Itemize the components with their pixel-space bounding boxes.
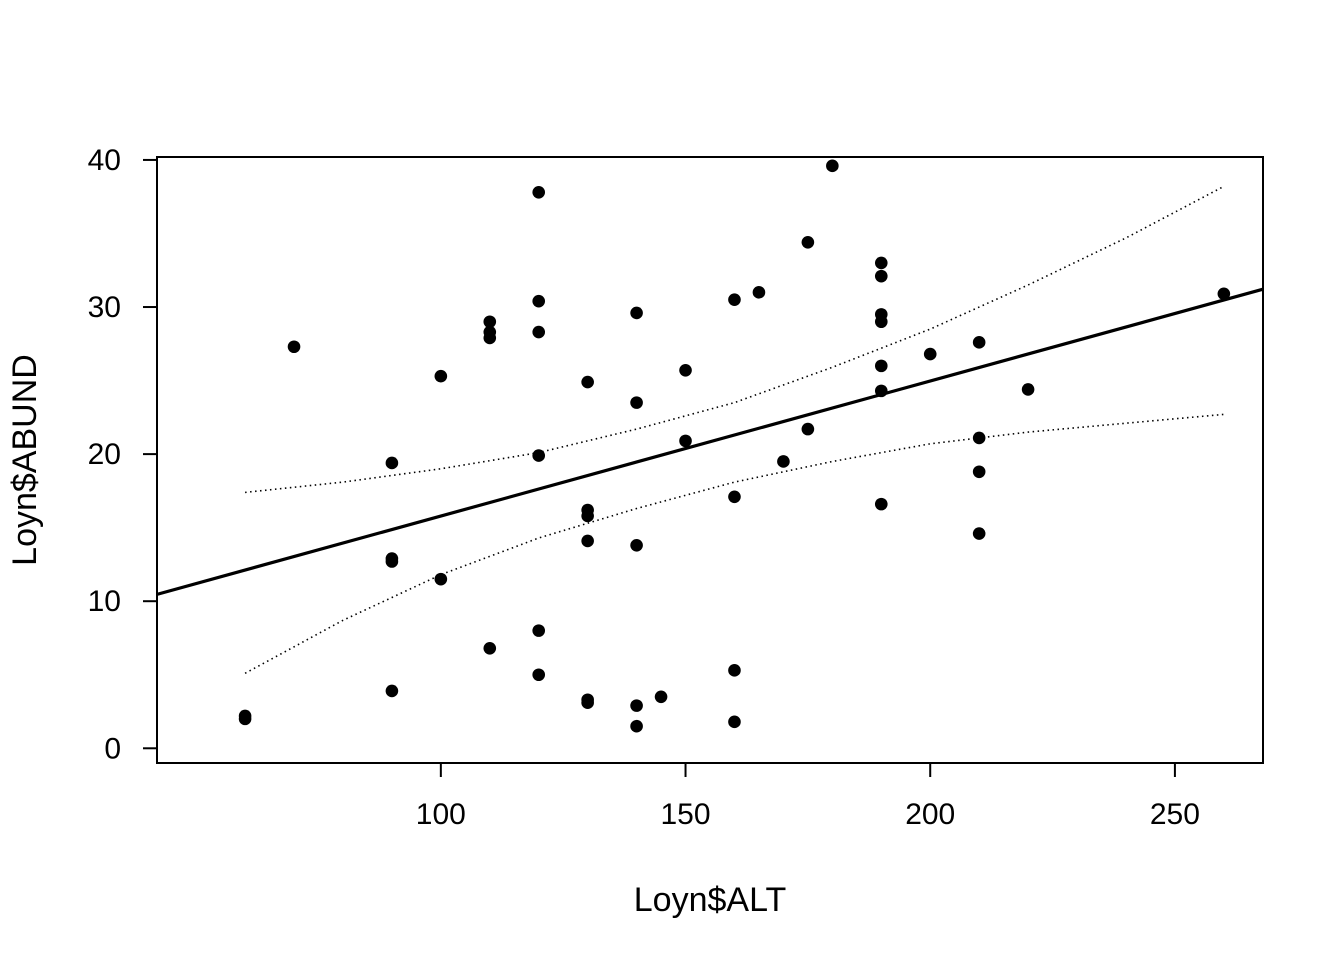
data-point: [826, 159, 839, 173]
data-point: [483, 315, 497, 329]
ci-upper-line: [245, 185, 1225, 494]
data-point: [385, 555, 399, 568]
y-tick-label: 20: [88, 438, 121, 471]
ci-lower-line: [244, 413, 1224, 675]
x-tick-label: 150: [660, 798, 710, 831]
data-point: [434, 369, 448, 383]
data-point: [581, 534, 594, 548]
data-point: [679, 434, 692, 448]
data-point: [532, 449, 546, 462]
data-point: [581, 509, 594, 523]
data-point: [923, 347, 937, 361]
data-point: [801, 422, 815, 436]
data-point: [630, 396, 643, 409]
x-tick-label: 250: [1150, 798, 1200, 831]
data-point: [972, 336, 986, 349]
data-point: [434, 572, 448, 586]
data-point: [728, 715, 741, 729]
data-point: [972, 465, 986, 479]
data-point: [654, 690, 668, 704]
data-point: [532, 325, 546, 339]
data-point: [287, 340, 301, 354]
data-point: [777, 455, 790, 468]
data-point: [532, 668, 546, 682]
y-axis: 0 10 20 30 40: [88, 144, 158, 765]
data-point: [874, 256, 888, 270]
data-point: [483, 641, 497, 655]
data-point: [1217, 287, 1231, 301]
x-axis-title: Loyn$ALT: [634, 881, 786, 919]
x-axis: 100 150 200 250: [416, 762, 1200, 831]
regression-line-group: [156, 287, 1264, 596]
data-point: [483, 331, 497, 345]
data-point: [728, 664, 741, 677]
data-point: [801, 236, 815, 249]
y-tick-label: 30: [88, 291, 121, 324]
data-point: [972, 527, 986, 540]
y-tick-label: 40: [88, 144, 121, 177]
plot-box: [156, 156, 1264, 764]
data-point: [630, 719, 643, 733]
data-point: [874, 315, 888, 329]
data-point: [874, 497, 888, 511]
data-point: [532, 624, 546, 637]
data-point: [728, 490, 741, 504]
data-point: [532, 294, 546, 308]
data-point: [630, 539, 643, 552]
confidence-bands: [244, 185, 1225, 675]
y-tick-label: 10: [88, 585, 121, 618]
data-point: [630, 699, 643, 712]
data-point: [972, 431, 986, 445]
x-tick-label: 200: [905, 798, 955, 831]
data-point: [874, 384, 888, 398]
data-point: [874, 359, 888, 373]
data-point: [581, 375, 594, 389]
data-point: [630, 306, 643, 320]
data-point: [581, 696, 594, 709]
data-point: [874, 269, 888, 283]
y-axis-title: Loyn$ABUND: [6, 354, 44, 566]
data-point: [752, 286, 766, 299]
regression-line: [156, 287, 1264, 596]
data-point: [679, 363, 692, 377]
data-points: [238, 159, 1231, 733]
y-tick-label: 0: [104, 732, 121, 765]
data-point: [728, 293, 741, 306]
data-point: [385, 456, 399, 470]
data-point: [385, 684, 399, 698]
x-tick-label: 100: [416, 798, 466, 831]
data-point: [238, 712, 252, 726]
data-point: [532, 186, 546, 199]
data-point: [1021, 383, 1035, 396]
